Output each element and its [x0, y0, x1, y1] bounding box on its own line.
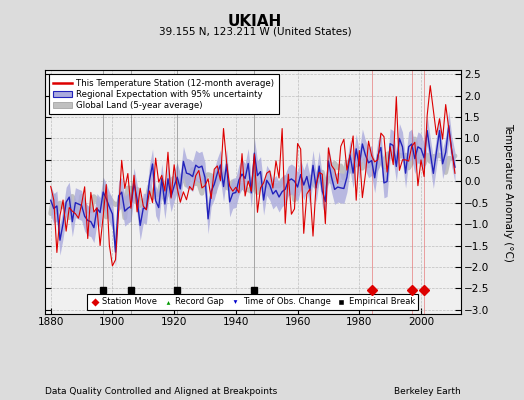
Legend: Station Move, Record Gap, Time of Obs. Change, Empirical Break: Station Move, Record Gap, Time of Obs. C…	[87, 294, 419, 310]
Text: Data Quality Controlled and Aligned at Breakpoints: Data Quality Controlled and Aligned at B…	[45, 387, 277, 396]
Text: UKIAH: UKIAH	[228, 14, 282, 29]
Y-axis label: Temperature Anomaly (°C): Temperature Anomaly (°C)	[503, 122, 513, 262]
Text: Berkeley Earth: Berkeley Earth	[395, 387, 461, 396]
Text: 39.155 N, 123.211 W (United States): 39.155 N, 123.211 W (United States)	[159, 26, 352, 36]
